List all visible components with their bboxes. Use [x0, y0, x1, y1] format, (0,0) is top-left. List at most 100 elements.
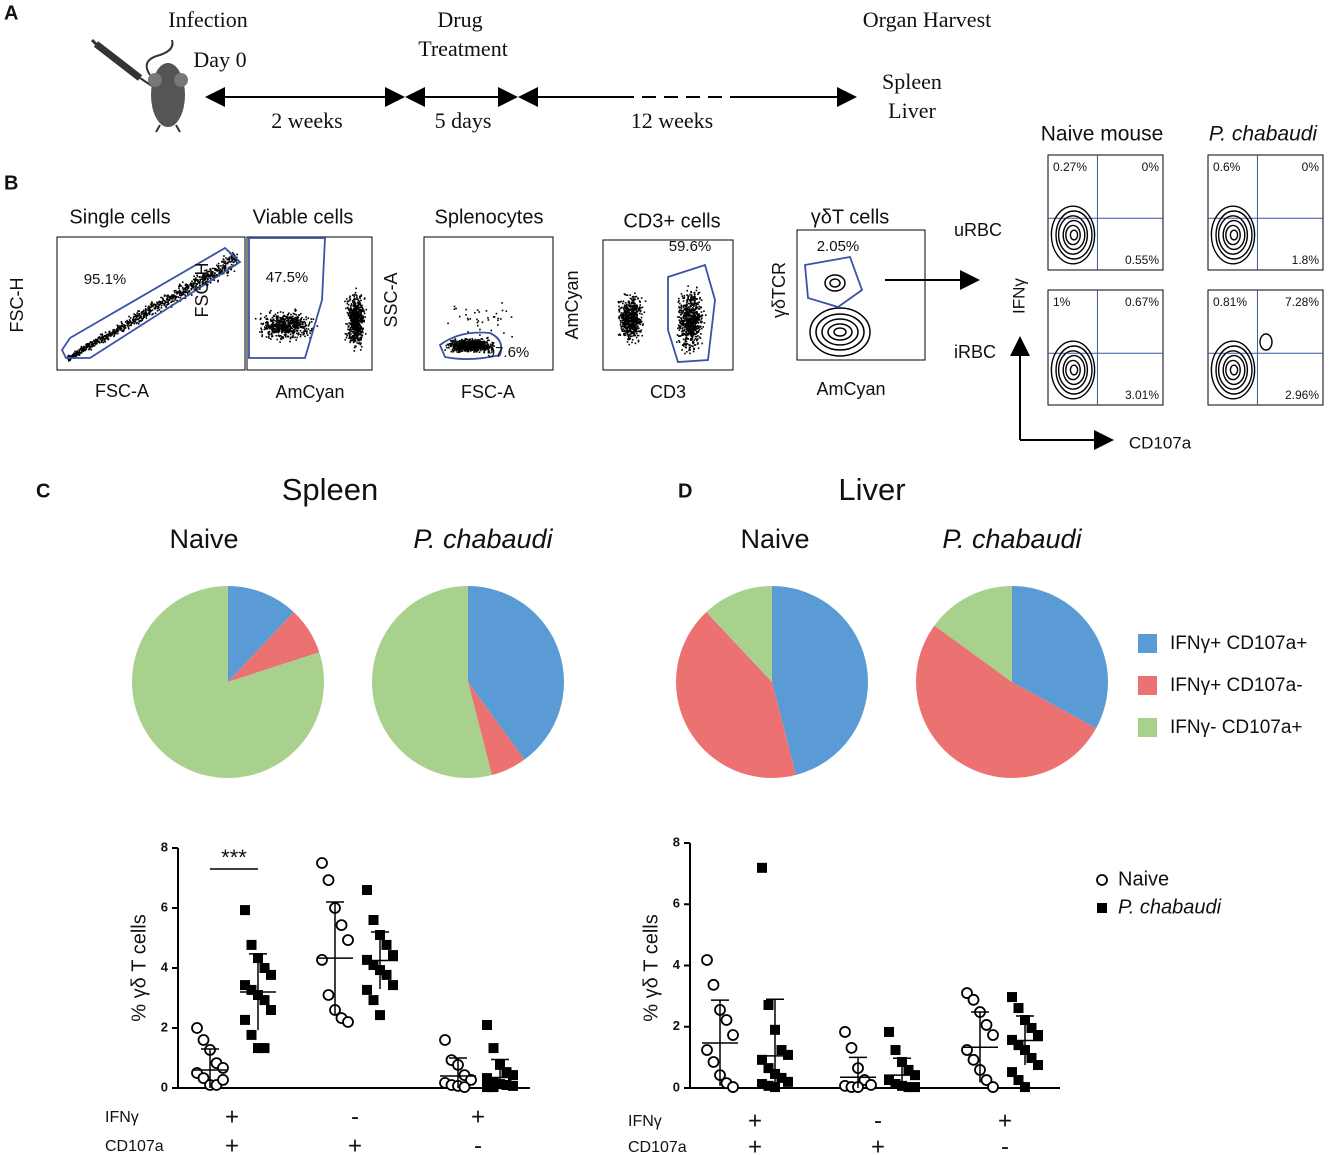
- event: [166, 294, 169, 297]
- event: [456, 340, 459, 343]
- event: [458, 346, 461, 348]
- event: [184, 284, 187, 287]
- event: [686, 289, 689, 292]
- event: [293, 322, 296, 324]
- axis-label: FSC-A: [95, 381, 149, 401]
- event: [283, 314, 285, 317]
- event: [291, 323, 293, 325]
- event: [312, 318, 315, 320]
- event: [217, 262, 220, 265]
- event: [130, 324, 132, 327]
- event: [358, 339, 361, 342]
- event: [493, 316, 496, 318]
- event: [195, 283, 197, 285]
- event: [264, 327, 267, 330]
- event: [694, 335, 697, 338]
- event: [259, 318, 262, 321]
- event: [304, 325, 307, 327]
- data-point: [342, 934, 354, 946]
- event: [206, 280, 209, 283]
- event: [682, 297, 684, 299]
- quadrant-percent: 0.55%: [1125, 253, 1159, 267]
- event: [228, 256, 231, 259]
- event: [474, 311, 476, 314]
- event: [87, 348, 90, 351]
- event: [83, 345, 85, 348]
- event: [91, 341, 94, 343]
- event: [478, 351, 481, 354]
- event: [126, 322, 128, 325]
- event: [630, 319, 633, 322]
- event: [215, 274, 218, 276]
- event: [473, 345, 475, 347]
- event: [353, 297, 356, 300]
- event: [287, 319, 289, 322]
- event: [627, 319, 629, 322]
- event: [268, 324, 270, 327]
- event: [479, 328, 481, 331]
- event: [469, 347, 472, 349]
- event: [467, 331, 469, 333]
- event: [682, 344, 684, 346]
- event: [352, 305, 355, 307]
- event: [620, 307, 623, 309]
- event: [701, 321, 703, 323]
- event: [204, 269, 206, 272]
- event: [132, 319, 134, 322]
- event: [157, 305, 160, 308]
- event: [275, 331, 277, 334]
- quadrant-percent: 1.8%: [1292, 253, 1320, 267]
- event: [699, 321, 702, 323]
- event: [194, 279, 196, 281]
- event: [635, 320, 637, 323]
- event: [349, 329, 351, 331]
- event: [229, 266, 231, 268]
- event: [162, 298, 165, 301]
- event: [681, 349, 683, 351]
- data-point: [240, 905, 250, 916]
- event: [71, 354, 74, 357]
- contour: [1210, 340, 1256, 400]
- interval-label: 5 days: [435, 108, 492, 133]
- event: [270, 319, 272, 322]
- event: [692, 324, 695, 327]
- event: [353, 314, 355, 317]
- event: [492, 343, 494, 345]
- event: [231, 252, 234, 254]
- event: [128, 322, 131, 324]
- event: [694, 328, 696, 331]
- event: [628, 324, 631, 327]
- event: [353, 295, 355, 298]
- event: [490, 344, 492, 347]
- event: [96, 340, 99, 342]
- event: [476, 309, 479, 311]
- event: [448, 344, 450, 347]
- event: [351, 318, 354, 321]
- event: [189, 283, 192, 286]
- event: [623, 323, 625, 325]
- event: [694, 295, 696, 298]
- event: [678, 340, 680, 342]
- event: [697, 325, 700, 328]
- event: [346, 333, 348, 335]
- event: [444, 349, 446, 351]
- event: [625, 311, 627, 314]
- event: [697, 331, 700, 333]
- y-tick-label: 8: [161, 839, 168, 854]
- quadrant-frame: [1047, 154, 1164, 271]
- event: [198, 282, 201, 285]
- event: [133, 315, 135, 318]
- event: [636, 321, 639, 324]
- event: [180, 285, 182, 287]
- event: [222, 267, 224, 270]
- event: [100, 339, 103, 342]
- event: [628, 302, 631, 305]
- event: [68, 355, 71, 358]
- event: [628, 334, 631, 336]
- event: [141, 313, 143, 315]
- event: [177, 296, 180, 299]
- event: [628, 328, 631, 330]
- data-point: [783, 1076, 793, 1087]
- event: [349, 295, 352, 298]
- event: [682, 323, 685, 326]
